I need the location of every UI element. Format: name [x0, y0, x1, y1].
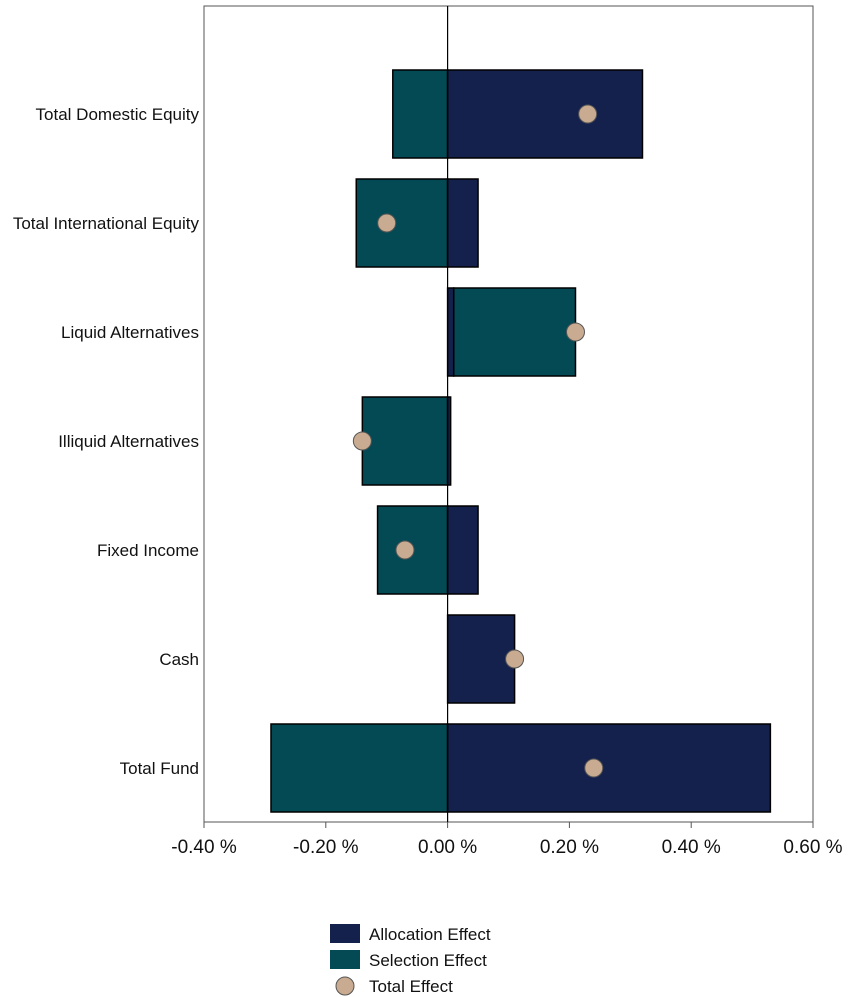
selection-effect-bar — [392, 69, 449, 159]
total-effect-marker — [505, 649, 525, 669]
category-label: Illiquid Alternatives — [58, 432, 199, 451]
x-tick-label: -0.40 % — [171, 837, 237, 858]
allocation-effect-bar — [446, 287, 455, 377]
allocation-effect-bar — [446, 69, 644, 159]
selection-effect-bar — [452, 287, 577, 377]
legend-marker-total — [335, 976, 355, 996]
selection-effect-bar — [270, 723, 449, 813]
legend-label: Total Effect — [369, 977, 453, 996]
x-tick-label: 0.40 % — [662, 837, 721, 858]
legend-swatch-selection — [330, 950, 360, 969]
plot-area-frame — [203, 5, 814, 823]
selection-effect-bar — [355, 178, 449, 268]
category-label: Total International Equity — [13, 214, 200, 233]
total-effect-marker — [565, 322, 585, 342]
allocation-effect-bar — [446, 723, 772, 813]
legend-swatch-allocation — [330, 924, 360, 943]
x-tick-label: 0.00 % — [418, 837, 477, 858]
selection-effect-bar — [361, 396, 449, 486]
allocation-effect-bar — [446, 505, 479, 595]
category-label: Cash — [159, 650, 199, 669]
category-label: Total Fund — [120, 759, 199, 778]
total-effect-marker — [578, 104, 598, 124]
allocation-effect-bar — [446, 614, 516, 704]
total-effect-marker — [395, 540, 415, 560]
category-label: Liquid Alternatives — [61, 323, 199, 342]
allocation-effect-bar — [446, 178, 479, 268]
legend-label: Allocation Effect — [369, 925, 491, 944]
x-tick-label: 0.60 % — [783, 837, 842, 858]
x-tick-label: 0.20 % — [540, 837, 599, 858]
x-tick-label: -0.20 % — [293, 837, 359, 858]
category-label: Fixed Income — [97, 541, 199, 560]
category-label: Total Domestic Equity — [36, 105, 200, 124]
legend-label: Selection Effect — [369, 951, 487, 970]
total-effect-marker — [584, 758, 604, 778]
total-effect-marker — [352, 431, 372, 451]
total-effect-marker — [377, 213, 397, 233]
